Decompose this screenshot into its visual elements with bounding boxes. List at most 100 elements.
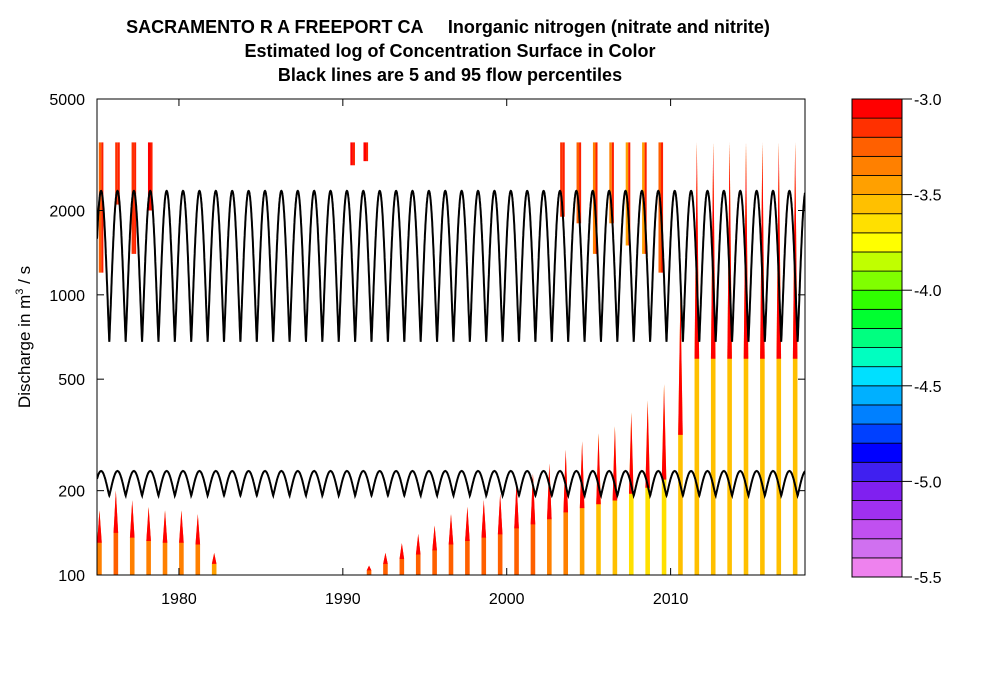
color-legend-swatch [851,308,903,329]
high-flow-spike [115,142,118,205]
color-legend: -3.0 -3.5 -4.0 -4.5 -5.0 -5.5 [851,92,942,587]
concentration-spike-tip [579,441,585,509]
color-legend-swatch [851,557,903,578]
high-flow-spike-edge [628,142,631,246]
y-axis: 100 200 500 1000 2000 5000 [49,92,805,585]
color-legend-swatch [851,194,903,215]
y-tick-label: 500 [58,372,85,389]
color-legend-swatch [851,500,903,521]
color-legend-swatch [851,289,903,310]
color-legend-swatch [851,117,903,138]
concentration-spike-tip [678,294,683,435]
color-legend-swatch [851,538,903,559]
concentration-spike-tip [195,514,201,545]
color-legend-tick-label: -4.5 [914,379,942,396]
concentration-spike-tip [432,525,437,551]
high-flow-spike-edge [150,142,153,211]
concentration-spike-tip [530,473,536,525]
color-legend-swatch [851,347,903,368]
color-legend-frame [851,98,903,578]
title-line-2: Estimated log of Concentration Surface i… [244,41,655,61]
color-legend-tick-label: -3.0 [914,92,942,109]
high-flow-spike-edge [101,142,104,273]
color-legend-tick-label: -3.5 [914,188,942,205]
color-legend-swatch [851,519,903,540]
high-flow-spike [363,142,367,162]
color-legend-swatch [851,423,903,444]
color-legend-swatch [851,136,903,157]
color-legend-swatch [851,442,903,463]
plot-area: 1980 1990 2000 2010 100 200 500 1000 2000 5000 [49,92,806,608]
color-legend-swatch [851,328,903,348]
concentration-spike-tip [129,500,135,538]
high-flow-spike [576,142,580,224]
concentration-spike-tip [661,384,667,480]
color-legend-swatch [851,366,903,387]
concentration-spike-tip [481,500,487,538]
concentration-spike-tip [514,481,519,529]
color-legend-swatch [851,385,903,406]
high-flow-spike-edge [366,142,369,162]
x-tick-label: 2010 [653,591,689,608]
color-legend-swatch [851,175,903,195]
color-legend-swatch [851,98,903,119]
high-flow-spike [609,142,612,224]
concentration-spike-tip [113,490,119,533]
y-tick-label: 200 [58,484,85,501]
y-tick-label: 5000 [49,92,85,109]
concentration-spike-tip [448,514,454,545]
color-legend-swatch [851,232,903,253]
color-legend-swatch [851,404,903,425]
color-legend-swatch [851,155,903,176]
concentration-spike-tip [97,510,102,543]
color-legend-swatch [851,480,903,501]
high-flow-spike [98,142,102,273]
y-tick-label: 2000 [49,203,85,220]
high-flow-spike-edge [352,142,355,166]
high-flow-spike-edge [117,142,120,205]
concentration-spike-tip [628,412,634,494]
concentration-spike-tip [415,534,421,555]
x-tick-label: 1980 [161,591,197,608]
concentration-spike-tip [179,510,184,543]
color-legend-swatch [851,251,903,272]
x-tick-label: 1990 [325,591,361,608]
title-line-1: SACRAMENTO R A FREEPORT CA Inorganic nit… [126,17,770,37]
y-axis-label: Discharge in m3 / s [14,266,34,408]
high-flow-spike-edge [579,142,582,224]
chart-title: SACRAMENTO R A FREEPORT CA Inorganic nit… [126,17,770,85]
high-flow-spike-edge [611,142,614,224]
concentration-spike-tip [645,400,650,488]
concentration-spike-tip [399,543,405,560]
high-flow-spike [560,142,563,217]
concentration-spike-tip [366,565,372,571]
color-legend-tick-label: -5.0 [914,474,942,491]
concentration-spike-tip [383,552,388,564]
flow-5th-percentile-line [97,469,805,500]
color-legend-swatch [851,213,903,234]
high-flow-spike-edge [644,142,647,254]
title-line-3: Black lines are 5 and 95 flow percentile… [278,65,622,85]
concentration-spike-tip [547,463,552,520]
high-flow-spike-edge [661,142,664,273]
color-legend-tick-label: -5.5 [914,570,942,587]
high-flow-spike-edge [562,142,565,217]
color-legend-swatch [851,461,903,482]
color-legend-swatch [851,270,903,291]
y-tick-label: 1000 [49,288,85,305]
x-axis: 1980 1990 2000 2010 [161,99,689,608]
y-tick-label: 100 [58,568,85,585]
concentration-spike-tip [465,506,470,541]
color-legend-tick-label: -4.0 [914,283,942,300]
concentration-spike-tip [146,506,151,541]
high-flow-spike [147,142,151,211]
high-flow-spike [350,142,353,166]
concentration-spike-tip [563,449,569,513]
concentration-spike-tip [162,510,168,543]
flow-percentile-lines [97,189,805,500]
concentration-spike-tip [211,552,217,564]
concentration-spike-tip [497,493,503,535]
plot-frame [96,98,806,576]
high-flow-spike-edge [595,142,598,254]
